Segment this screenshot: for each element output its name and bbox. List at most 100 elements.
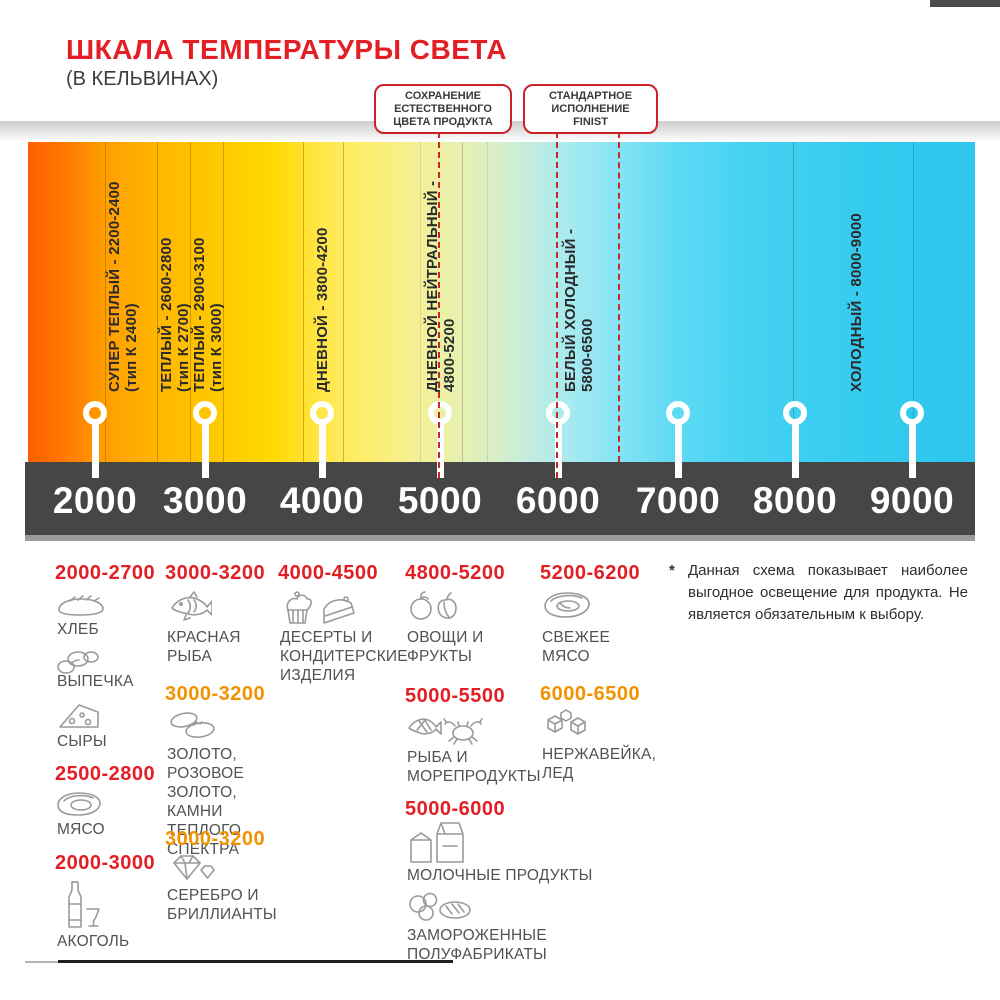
pin-6000 xyxy=(546,401,570,425)
product-label: ХЛЕБ xyxy=(57,621,99,638)
tick-5000: 5000 xyxy=(397,480,483,521)
frozen-icon xyxy=(407,890,473,929)
fresh-meat-icon xyxy=(542,590,592,625)
tick-4000: 4000 xyxy=(279,480,365,521)
note-asterisk: * xyxy=(669,562,675,579)
zone-divider xyxy=(223,142,224,462)
zone-divider xyxy=(420,142,421,462)
note-text: Данная схема показывает наиболее выгодно… xyxy=(688,562,968,623)
pin-4000 xyxy=(310,401,334,425)
range-heading: 5000-6000 xyxy=(405,798,506,820)
callout-finist-standard: СТАНДАРТНОЕ ИСПОЛНЕНИЕ FINIST xyxy=(523,84,658,134)
range-heading: 4000-4500 xyxy=(278,562,379,584)
product-label: СЕРЕБРО И БРИЛЛИАНТЫ xyxy=(167,887,277,923)
rings-icon xyxy=(167,710,219,745)
product-label: МОЛОЧНЫЕ ПРОДУКТЫ xyxy=(407,867,593,884)
pin-stem xyxy=(319,423,326,478)
dashed-marker-5800 xyxy=(556,132,558,478)
zone-divider xyxy=(190,142,191,462)
pin-2000 xyxy=(83,401,107,425)
zone-divider xyxy=(487,142,488,462)
range-heading: 5200-6200 xyxy=(540,562,641,584)
range-heading: 2000-3000 xyxy=(55,852,156,874)
product-label: КРАСНАЯ РЫБА xyxy=(167,629,241,665)
tick-9000: 9000 xyxy=(869,480,955,521)
seafood-icon xyxy=(407,708,483,751)
pin-stem xyxy=(792,423,799,478)
zone-label-warm-3000: ТЕПЛЫЙ - 2900-3100 (тип К 3000) xyxy=(191,237,225,392)
range-heading: 2500-2800 xyxy=(55,763,156,785)
pin-9000 xyxy=(900,401,924,425)
range-heading: 3000-3200 xyxy=(165,828,266,850)
zone-divider xyxy=(343,142,344,462)
cheese-icon xyxy=(57,700,101,735)
range-heading: 4800-5200 xyxy=(405,562,506,584)
dessert-icon xyxy=(280,588,358,633)
product-label: ДЕСЕРТЫ И КОНДИТЕРСКИЕ ИЗДЕЛИЯ xyxy=(280,629,408,684)
pin-stem xyxy=(909,423,916,478)
product-label: МЯСО xyxy=(57,821,105,838)
pin-stem xyxy=(202,423,209,478)
tick-7000: 7000 xyxy=(635,480,721,521)
page-subtitle: (В КЕЛЬВИНАХ) xyxy=(66,68,219,90)
zone-label-daylight-neutral: ДНЕВНОЙ НЕЙТРАЛЬНЫЙ -4800-5200 xyxy=(424,180,458,392)
alcohol-bottle-icon xyxy=(57,878,103,935)
pin-5000 xyxy=(428,401,452,425)
zone-label-cold: ХОЛОДНЫЙ - 8000-9000 xyxy=(848,213,865,392)
temperature-gradient-bar xyxy=(28,142,975,462)
product-label: ВЫПЕЧКА xyxy=(57,673,134,690)
tick-2000: 2000 xyxy=(52,480,138,521)
product-label: РЫБА И МОРЕПРОДУКТЫ xyxy=(407,749,541,785)
pin-stem xyxy=(92,423,99,478)
product-label: СЫРЫ xyxy=(57,733,107,750)
pin-3000 xyxy=(193,401,217,425)
zone-divider xyxy=(157,142,158,462)
zone-label-daylight: ДНЕВНОЙ - 3800-4200 xyxy=(314,227,331,392)
croissant-icon xyxy=(55,646,101,681)
tick-6000: 6000 xyxy=(515,480,601,521)
page-title: ШКАЛА ТЕМПЕРАТУРЫ СВЕТА xyxy=(66,34,507,65)
tick-3000: 3000 xyxy=(162,480,248,521)
zone-divider xyxy=(913,142,914,462)
pin-stem xyxy=(555,423,562,478)
bottom-rule-dark xyxy=(58,960,453,963)
bottom-rule-light xyxy=(25,961,58,963)
dashed-marker-6500 xyxy=(618,132,620,462)
range-heading: 3000-3200 xyxy=(165,683,266,705)
range-heading: 5000-5500 xyxy=(405,685,506,707)
zone-label-warm-2700: ТЕПЛЫЙ - 2600-2800 (тип К 2700) xyxy=(158,237,192,392)
zone-label-cool-white: БЕЛЫЙ ХОЛОДНЫЙ -5800-6500 xyxy=(562,228,596,392)
tick-8000: 8000 xyxy=(752,480,838,521)
zone-divider xyxy=(105,142,106,462)
fish-icon xyxy=(168,588,213,629)
range-heading: 6000-6500 xyxy=(540,683,641,705)
range-heading: 2000-2700 xyxy=(55,562,156,584)
ice-icon xyxy=(544,708,596,745)
bread-icon xyxy=(55,592,107,623)
callout-natural-color: СОХРАНЕНИЕ ЕСТЕСТВЕННОГО ЦВЕТА ПРОДУКТА xyxy=(374,84,512,134)
product-label: СВЕЖЕЕ МЯСО xyxy=(542,629,611,665)
pin-stem xyxy=(437,423,444,478)
product-label: ОВОЩИ И ФРУКТЫ xyxy=(407,629,484,665)
produce-icon xyxy=(407,588,461,627)
zone-divider xyxy=(793,142,794,462)
axis-bottom-strip xyxy=(25,535,975,541)
zone-divider xyxy=(303,142,304,462)
pin-stem xyxy=(675,423,682,478)
dashed-marker-5000 xyxy=(438,132,440,478)
range-heading: 3000-3200 xyxy=(165,562,266,584)
zone-divider xyxy=(462,142,463,462)
pin-7000 xyxy=(666,401,690,425)
meat-icon xyxy=(55,790,103,823)
kelvin-axis-bar xyxy=(25,462,975,535)
diamond-icon xyxy=(168,852,216,887)
product-label: ЗОЛОТО, РОЗОВОЕ ЗОЛОТО, КАМНИ ТЕПЛОГО СП… xyxy=(167,746,244,858)
product-label: АКОГОЛЬ xyxy=(57,933,130,950)
product-label: ЗАМОРОЖЕННЫЕ ПОЛУФАБРИКАТЫ xyxy=(407,927,547,963)
zone-label-super-warm: СУПЕР ТЕПЛЫЙ - 2200-2400 (тип К 2400) xyxy=(106,181,140,392)
product-label: НЕРЖАВЕЙКА, ЛЕД xyxy=(542,746,657,782)
dairy-icon xyxy=(407,820,469,869)
top-right-bar xyxy=(930,0,1000,7)
pin-8000 xyxy=(783,401,807,425)
